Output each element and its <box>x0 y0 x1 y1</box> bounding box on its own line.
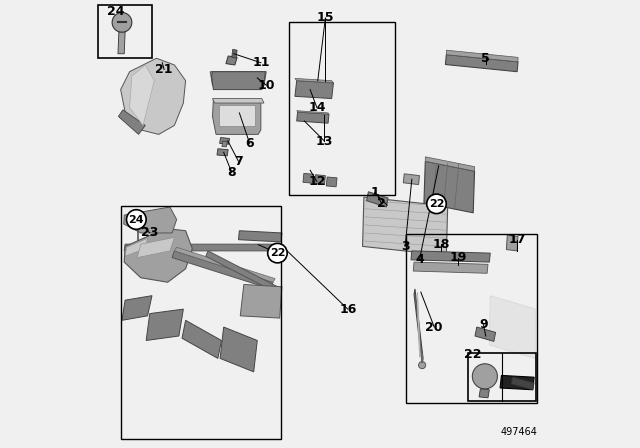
Polygon shape <box>174 247 275 282</box>
Text: 15: 15 <box>317 11 334 25</box>
Bar <box>289 22 396 195</box>
Circle shape <box>112 13 132 32</box>
Polygon shape <box>297 112 329 123</box>
Text: 12: 12 <box>308 175 326 188</box>
Polygon shape <box>121 58 186 134</box>
Polygon shape <box>479 389 490 398</box>
Polygon shape <box>210 72 266 85</box>
Text: 22: 22 <box>429 199 444 209</box>
Text: 4: 4 <box>415 253 424 267</box>
Polygon shape <box>222 141 227 147</box>
Polygon shape <box>217 149 228 156</box>
Text: 17: 17 <box>508 233 526 246</box>
Circle shape <box>430 198 442 210</box>
Bar <box>99 5 152 58</box>
Bar <box>406 234 538 403</box>
Text: 20: 20 <box>426 320 443 334</box>
Text: 16: 16 <box>339 302 356 316</box>
Polygon shape <box>511 377 534 390</box>
Text: 5: 5 <box>481 52 490 65</box>
Polygon shape <box>315 175 325 185</box>
Polygon shape <box>403 174 419 185</box>
Polygon shape <box>362 197 448 255</box>
Polygon shape <box>206 251 278 292</box>
Text: 18: 18 <box>432 237 450 251</box>
Text: 9: 9 <box>479 318 488 332</box>
Bar <box>121 206 281 439</box>
Polygon shape <box>137 237 174 258</box>
Polygon shape <box>506 235 518 251</box>
Text: 11: 11 <box>252 56 269 69</box>
Polygon shape <box>239 231 282 242</box>
Polygon shape <box>212 72 266 90</box>
Polygon shape <box>172 251 273 289</box>
Polygon shape <box>367 192 388 207</box>
Polygon shape <box>240 284 282 318</box>
Polygon shape <box>220 327 257 372</box>
Polygon shape <box>226 56 237 65</box>
Polygon shape <box>500 375 534 390</box>
Polygon shape <box>295 81 333 99</box>
Polygon shape <box>220 138 230 144</box>
Polygon shape <box>445 55 518 72</box>
Text: 14: 14 <box>308 101 326 114</box>
Polygon shape <box>417 292 420 358</box>
Polygon shape <box>475 327 495 341</box>
Polygon shape <box>146 309 184 340</box>
Text: 7: 7 <box>234 155 243 168</box>
Text: 22: 22 <box>465 348 482 362</box>
Polygon shape <box>118 32 125 54</box>
Polygon shape <box>182 320 221 358</box>
Polygon shape <box>232 49 237 58</box>
Polygon shape <box>124 207 177 233</box>
Text: 2: 2 <box>378 197 386 211</box>
Text: 24: 24 <box>108 5 125 18</box>
Polygon shape <box>425 157 475 171</box>
Text: 497464: 497464 <box>500 427 538 437</box>
Polygon shape <box>424 161 475 213</box>
Polygon shape <box>212 99 261 134</box>
Text: 1: 1 <box>371 186 379 199</box>
Polygon shape <box>413 262 488 273</box>
Text: 19: 19 <box>449 251 467 264</box>
Text: 8: 8 <box>227 166 236 179</box>
Text: 10: 10 <box>257 78 275 92</box>
Bar <box>468 353 536 401</box>
Polygon shape <box>490 296 536 358</box>
Text: 22: 22 <box>269 248 285 258</box>
Text: 23: 23 <box>141 226 159 240</box>
Polygon shape <box>130 65 154 125</box>
Circle shape <box>419 362 426 369</box>
Circle shape <box>472 364 497 389</box>
Text: 13: 13 <box>316 134 333 148</box>
Text: 6: 6 <box>245 137 254 150</box>
Polygon shape <box>124 228 192 282</box>
Polygon shape <box>411 251 490 262</box>
Polygon shape <box>414 289 423 364</box>
Polygon shape <box>124 244 275 251</box>
Polygon shape <box>303 173 314 183</box>
Polygon shape <box>326 177 337 187</box>
Bar <box>220 105 255 126</box>
Text: 24: 24 <box>129 215 144 224</box>
Polygon shape <box>446 50 518 62</box>
Polygon shape <box>122 296 152 320</box>
Polygon shape <box>212 99 264 103</box>
Polygon shape <box>295 78 333 83</box>
Polygon shape <box>118 110 145 134</box>
Text: 3: 3 <box>401 240 410 253</box>
Polygon shape <box>125 238 148 256</box>
Text: 21: 21 <box>156 63 173 76</box>
Polygon shape <box>297 111 329 114</box>
